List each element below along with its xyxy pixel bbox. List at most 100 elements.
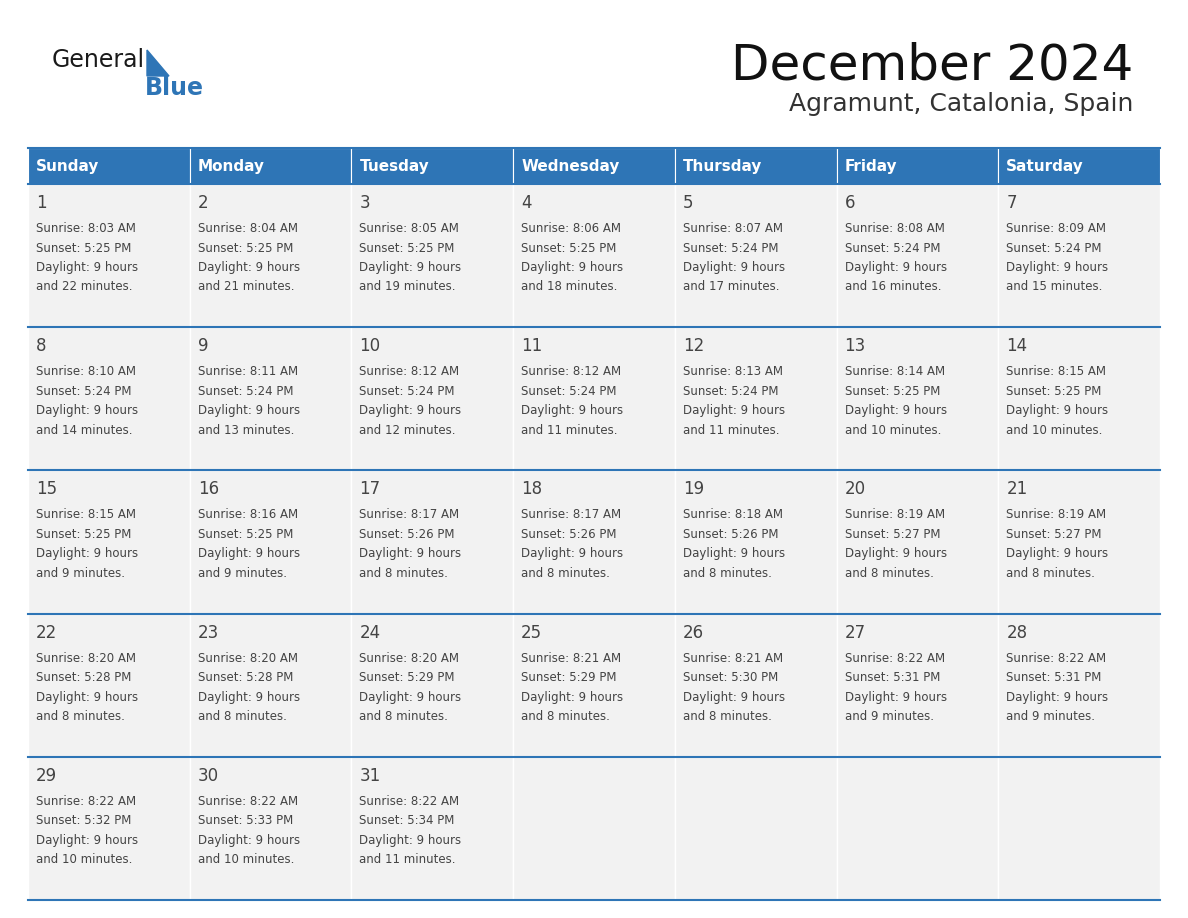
Text: Sunset: 5:27 PM: Sunset: 5:27 PM [1006, 528, 1101, 541]
Text: Sunset: 5:25 PM: Sunset: 5:25 PM [36, 528, 132, 541]
Text: Sunrise: 8:07 AM: Sunrise: 8:07 AM [683, 222, 783, 235]
Bar [352, 756, 513, 900]
Text: Sunset: 5:33 PM: Sunset: 5:33 PM [197, 814, 293, 827]
Bar [29, 148, 190, 184]
Text: Saturday: Saturday [1006, 159, 1083, 174]
Text: Daylight: 9 hours: Daylight: 9 hours [197, 834, 299, 846]
Text: Daylight: 9 hours: Daylight: 9 hours [845, 690, 947, 703]
Text: and 8 minutes.: and 8 minutes. [360, 567, 448, 580]
Text: Friday: Friday [845, 159, 897, 174]
Text: Sunset: 5:24 PM: Sunset: 5:24 PM [360, 385, 455, 397]
Text: 10: 10 [360, 337, 380, 355]
Text: Sunrise: 8:22 AM: Sunrise: 8:22 AM [845, 652, 944, 665]
Text: 17: 17 [360, 480, 380, 498]
Text: Sunrise: 8:21 AM: Sunrise: 8:21 AM [522, 652, 621, 665]
Text: Sunrise: 8:19 AM: Sunrise: 8:19 AM [845, 509, 944, 521]
Text: 20: 20 [845, 480, 866, 498]
Text: Sunrise: 8:12 AM: Sunrise: 8:12 AM [522, 365, 621, 378]
Bar [513, 470, 675, 613]
Bar [513, 148, 675, 184]
Text: Daylight: 9 hours: Daylight: 9 hours [360, 834, 462, 846]
Text: 29: 29 [36, 767, 57, 785]
Text: Sunset: 5:27 PM: Sunset: 5:27 PM [845, 528, 940, 541]
Text: Sunrise: 8:06 AM: Sunrise: 8:06 AM [522, 222, 621, 235]
Text: Sunset: 5:26 PM: Sunset: 5:26 PM [360, 528, 455, 541]
Text: Daylight: 9 hours: Daylight: 9 hours [683, 547, 785, 560]
Bar [190, 756, 352, 900]
Bar [352, 470, 513, 613]
Text: 5: 5 [683, 194, 694, 212]
Text: Sunrise: 8:09 AM: Sunrise: 8:09 AM [1006, 222, 1106, 235]
Text: Sunrise: 8:13 AM: Sunrise: 8:13 AM [683, 365, 783, 378]
Text: Sunset: 5:24 PM: Sunset: 5:24 PM [845, 241, 940, 254]
Text: 1: 1 [36, 194, 46, 212]
Text: Sunrise: 8:20 AM: Sunrise: 8:20 AM [36, 652, 135, 665]
Text: 19: 19 [683, 480, 704, 498]
Text: 15: 15 [36, 480, 57, 498]
Bar [29, 327, 190, 470]
Text: Sunrise: 8:22 AM: Sunrise: 8:22 AM [197, 795, 298, 808]
Bar [29, 756, 190, 900]
Text: Sunrise: 8:22 AM: Sunrise: 8:22 AM [1006, 652, 1106, 665]
Text: Sunset: 5:25 PM: Sunset: 5:25 PM [36, 241, 132, 254]
Text: 11: 11 [522, 337, 543, 355]
Text: Daylight: 9 hours: Daylight: 9 hours [360, 404, 462, 417]
Text: Sunset: 5:29 PM: Sunset: 5:29 PM [360, 671, 455, 684]
Text: Sunset: 5:25 PM: Sunset: 5:25 PM [360, 241, 455, 254]
Text: Wednesday: Wednesday [522, 159, 619, 174]
Text: Daylight: 9 hours: Daylight: 9 hours [36, 834, 138, 846]
Text: Sunset: 5:28 PM: Sunset: 5:28 PM [36, 671, 132, 684]
Text: Sunrise: 8:22 AM: Sunrise: 8:22 AM [360, 795, 460, 808]
Text: and 19 minutes.: and 19 minutes. [360, 281, 456, 294]
Text: 8: 8 [36, 337, 46, 355]
Text: Sunrise: 8:15 AM: Sunrise: 8:15 AM [1006, 365, 1106, 378]
Text: 22: 22 [36, 623, 57, 642]
Text: 24: 24 [360, 623, 380, 642]
Text: Daylight: 9 hours: Daylight: 9 hours [1006, 261, 1108, 274]
Text: and 10 minutes.: and 10 minutes. [845, 424, 941, 437]
Text: and 15 minutes.: and 15 minutes. [1006, 281, 1102, 294]
Text: 25: 25 [522, 623, 542, 642]
Text: Sunrise: 8:14 AM: Sunrise: 8:14 AM [845, 365, 944, 378]
Text: 30: 30 [197, 767, 219, 785]
Text: Monday: Monday [197, 159, 265, 174]
Bar [190, 470, 352, 613]
Text: Sunset: 5:25 PM: Sunset: 5:25 PM [522, 241, 617, 254]
Text: Sunset: 5:26 PM: Sunset: 5:26 PM [683, 528, 778, 541]
Text: and 8 minutes.: and 8 minutes. [845, 567, 934, 580]
Text: and 14 minutes.: and 14 minutes. [36, 424, 133, 437]
Text: Sunset: 5:24 PM: Sunset: 5:24 PM [36, 385, 132, 397]
Text: Daylight: 9 hours: Daylight: 9 hours [197, 547, 299, 560]
Text: Sunrise: 8:21 AM: Sunrise: 8:21 AM [683, 652, 783, 665]
Text: and 11 minutes.: and 11 minutes. [683, 424, 779, 437]
Text: Sunset: 5:25 PM: Sunset: 5:25 PM [197, 528, 293, 541]
Text: and 10 minutes.: and 10 minutes. [197, 854, 295, 867]
Bar [352, 148, 513, 184]
Text: Daylight: 9 hours: Daylight: 9 hours [522, 261, 624, 274]
Text: Sunrise: 8:15 AM: Sunrise: 8:15 AM [36, 509, 135, 521]
Text: Daylight: 9 hours: Daylight: 9 hours [845, 547, 947, 560]
Bar [513, 327, 675, 470]
Text: Blue: Blue [145, 76, 204, 100]
Bar [29, 613, 190, 756]
Bar [675, 184, 836, 327]
Text: and 8 minutes.: and 8 minutes. [197, 711, 286, 723]
Text: Sunset: 5:25 PM: Sunset: 5:25 PM [845, 385, 940, 397]
Text: Daylight: 9 hours: Daylight: 9 hours [845, 404, 947, 417]
Text: and 9 minutes.: and 9 minutes. [36, 567, 125, 580]
Bar [190, 184, 352, 327]
Text: Sunset: 5:34 PM: Sunset: 5:34 PM [360, 814, 455, 827]
Text: Sunset: 5:25 PM: Sunset: 5:25 PM [1006, 385, 1101, 397]
Text: Sunrise: 8:20 AM: Sunrise: 8:20 AM [360, 652, 460, 665]
Text: General: General [52, 48, 145, 72]
Text: 18: 18 [522, 480, 542, 498]
Text: and 8 minutes.: and 8 minutes. [683, 567, 772, 580]
Text: Sunrise: 8:19 AM: Sunrise: 8:19 AM [1006, 509, 1106, 521]
Text: Daylight: 9 hours: Daylight: 9 hours [1006, 547, 1108, 560]
Text: Sunset: 5:32 PM: Sunset: 5:32 PM [36, 814, 132, 827]
Text: Daylight: 9 hours: Daylight: 9 hours [36, 690, 138, 703]
Bar [190, 148, 352, 184]
Bar [998, 148, 1159, 184]
Text: Sunday: Sunday [36, 159, 100, 174]
Bar [675, 613, 836, 756]
